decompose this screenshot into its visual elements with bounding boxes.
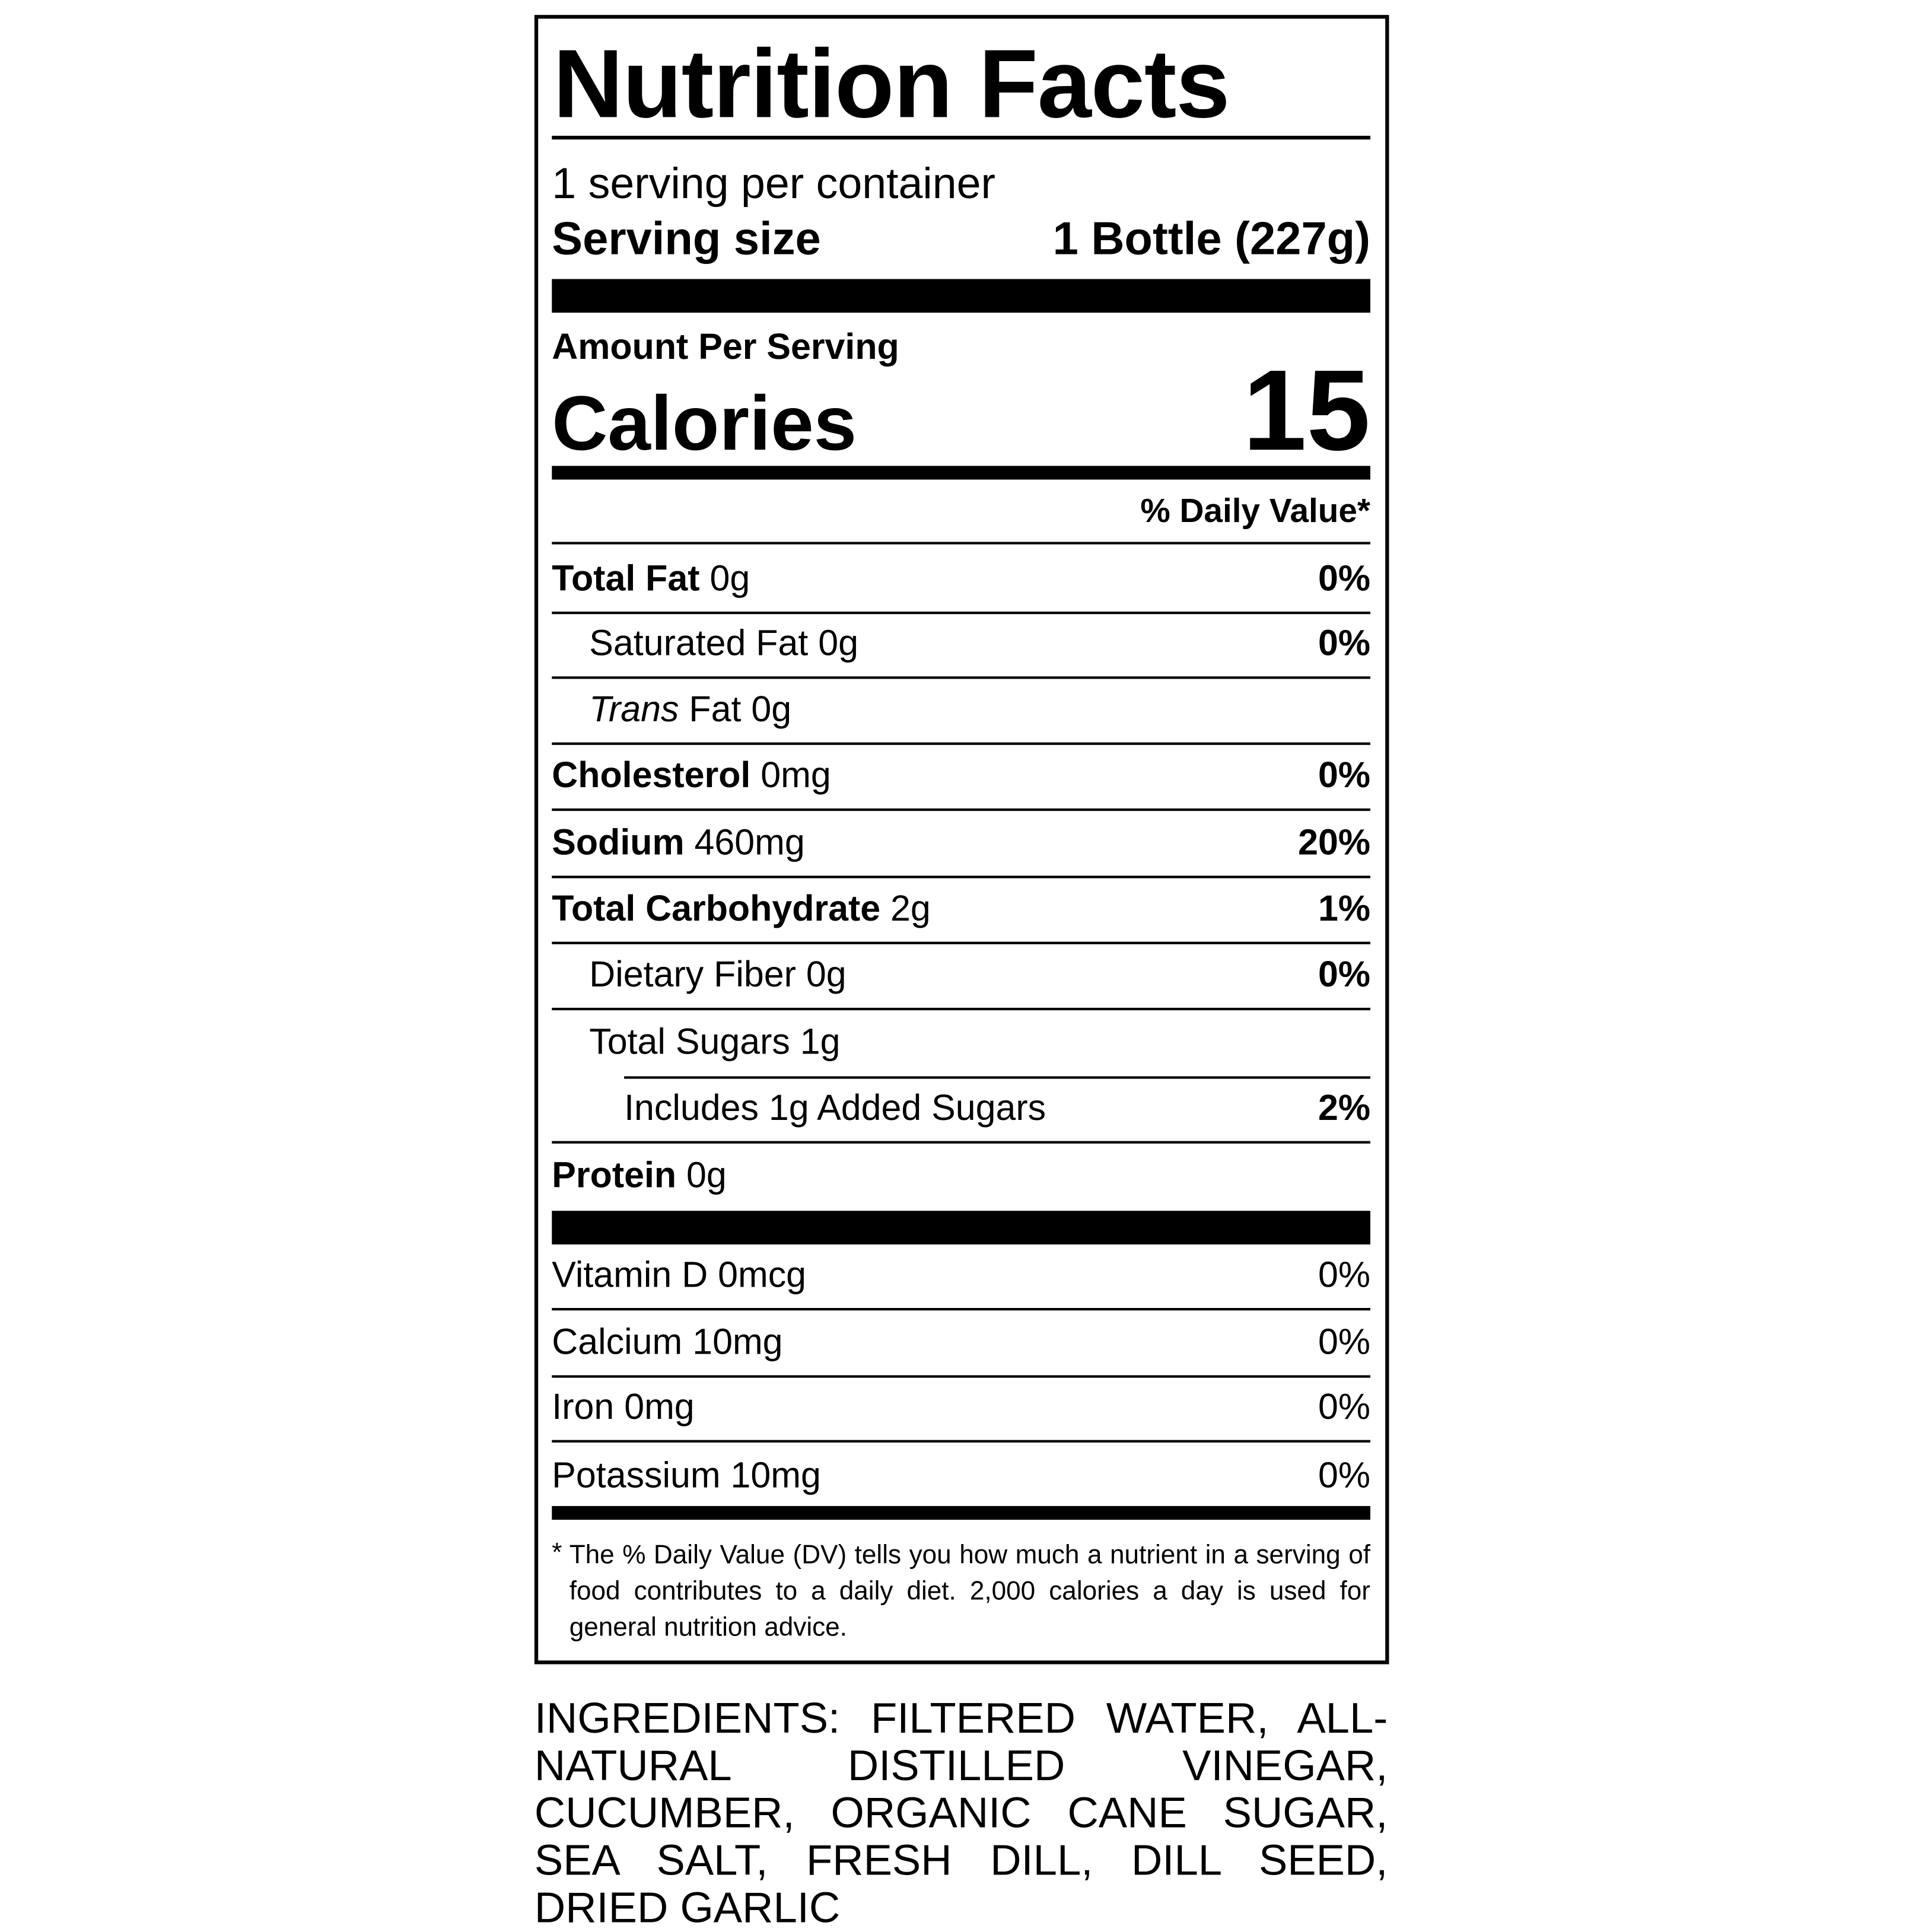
- nutrient-name: Includes 1g Added Sugars: [624, 1088, 1046, 1129]
- nutrition-label-page: Nutrition Facts 1 serving per container …: [534, 15, 1389, 1932]
- vitamin-amount: 0mcg: [718, 1255, 807, 1296]
- divider: [552, 542, 1370, 545]
- nutrient-name: Total Fat: [552, 559, 700, 600]
- vitamin-name: Iron: [552, 1387, 615, 1428]
- nutrient-row-cholesterol: Cholesterol 0mg 0%: [552, 744, 1370, 811]
- nutrient-row-protein: Protein 0g: [552, 1144, 1370, 1208]
- nutrient-dv: 0%: [1318, 624, 1370, 664]
- nutrient-dv: 0%: [1318, 559, 1370, 600]
- vitamin-amount: 10mg: [692, 1323, 783, 1363]
- nutrient-row-trans-fat: Trans Fat 0g: [552, 677, 1370, 745]
- thick-divider: [552, 279, 1370, 313]
- nutrient-dv: 2%: [1318, 1088, 1370, 1129]
- vitamin-dv: 0%: [1318, 1323, 1370, 1363]
- nutrient-dv: 20%: [1298, 823, 1370, 864]
- ingredients-list: INGREDIENTS: FILTERED WATER, ALL-NATURAL…: [534, 1695, 1388, 1932]
- nutrient-name: Saturated Fat: [589, 624, 809, 664]
- vitamin-row-potassium: Potassium 10mg 0%: [552, 1444, 1370, 1508]
- nutrient-name: Fat: [689, 690, 742, 730]
- footnote-text: The % Daily Value (DV) tells you how muc…: [569, 1540, 1370, 1642]
- vitamin-row-calcium: Calcium 10mg 0%: [552, 1310, 1370, 1378]
- medium-divider: [552, 466, 1370, 480]
- daily-value-header: % Daily Value*: [1140, 492, 1370, 530]
- vitamin-dv: 0%: [1318, 1255, 1370, 1296]
- nutrient-amount: 0g: [686, 1156, 727, 1196]
- nutrient-amount: 0mg: [761, 756, 831, 796]
- nutrient-name: Protein: [552, 1156, 677, 1196]
- nutrient-dv: 1%: [1318, 889, 1370, 930]
- serving-size-label: Serving size: [552, 213, 821, 265]
- amount-per-serving: Amount Per Serving: [552, 327, 899, 368]
- nutrient-row-sodium: Sodium 460mg 20%: [552, 811, 1370, 879]
- label-title: Nutrition Facts: [553, 28, 1230, 139]
- nutrient-row-total-carbohydrate: Total Carbohydrate 2g 1%: [552, 877, 1370, 944]
- vitamin-amount: 10mg: [730, 1456, 821, 1497]
- nutrient-amount: 1g: [800, 1023, 841, 1063]
- nutrient-amount: 2g: [890, 889, 931, 930]
- nutrient-name: Cholesterol: [552, 756, 751, 796]
- medium-divider: [552, 1506, 1370, 1520]
- nutrient-name: Total Sugars: [589, 1023, 790, 1063]
- divider: [552, 135, 1370, 140]
- vitamin-dv: 0%: [1318, 1387, 1370, 1428]
- vitamin-dv: 0%: [1318, 1456, 1370, 1497]
- thick-divider: [552, 1211, 1370, 1244]
- nutrient-row-saturated-fat: Saturated Fat 0g 0%: [552, 612, 1370, 679]
- servings-per-container: 1 serving per container: [552, 159, 995, 208]
- vitamin-name: Potassium: [552, 1456, 721, 1497]
- nutrient-amount: 0g: [818, 624, 858, 664]
- calories-row: Calories 15: [552, 354, 1370, 468]
- nutrient-name: Total Carbohydrate: [552, 889, 881, 930]
- vitamin-name: Calcium: [552, 1323, 683, 1363]
- nutrient-dv: 0%: [1318, 955, 1370, 995]
- nutrient-row-total-sugars: Total Sugars 1g: [552, 1010, 1370, 1075]
- calories-label: Calories: [552, 381, 857, 467]
- nutrient-amount: 0g: [806, 955, 847, 995]
- nutrient-amount: 0g: [709, 559, 750, 600]
- nutrient-name: Sodium: [552, 823, 685, 864]
- nutrient-dv: 0%: [1318, 756, 1370, 796]
- vitamin-row-iron: Iron 0mg 0%: [552, 1375, 1370, 1443]
- nutrient-amount: 460mg: [694, 823, 805, 864]
- nutrient-name: Dietary Fiber: [589, 955, 796, 995]
- nutrient-row-dietary-fiber: Dietary Fiber 0g 0%: [552, 943, 1370, 1011]
- calories-value: 15: [1243, 347, 1370, 475]
- nutrient-row-added-sugars: Includes 1g Added Sugars 2%: [552, 1076, 1370, 1144]
- footnote-asterisk: *: [552, 1538, 562, 1567]
- divider: [624, 1076, 1370, 1079]
- vitamin-amount: 0mg: [624, 1387, 695, 1428]
- nutrition-facts-panel: [534, 15, 1389, 1664]
- serving-size-row: Serving size 1 Bottle (227g): [552, 213, 1370, 265]
- serving-size-value: 1 Bottle (227g): [1052, 213, 1370, 265]
- nutrient-row-total-fat: Total Fat 0g 0%: [552, 547, 1370, 615]
- nutrient-amount: 0g: [751, 690, 792, 730]
- vitamin-name: Vitamin D: [552, 1255, 708, 1296]
- footnote: * The % Daily Value (DV) tells you how m…: [552, 1537, 1370, 1645]
- nutrient-name-italic: Trans: [589, 690, 679, 730]
- vitamin-row-vitamin-d: Vitamin D 0mcg 0%: [552, 1243, 1370, 1311]
